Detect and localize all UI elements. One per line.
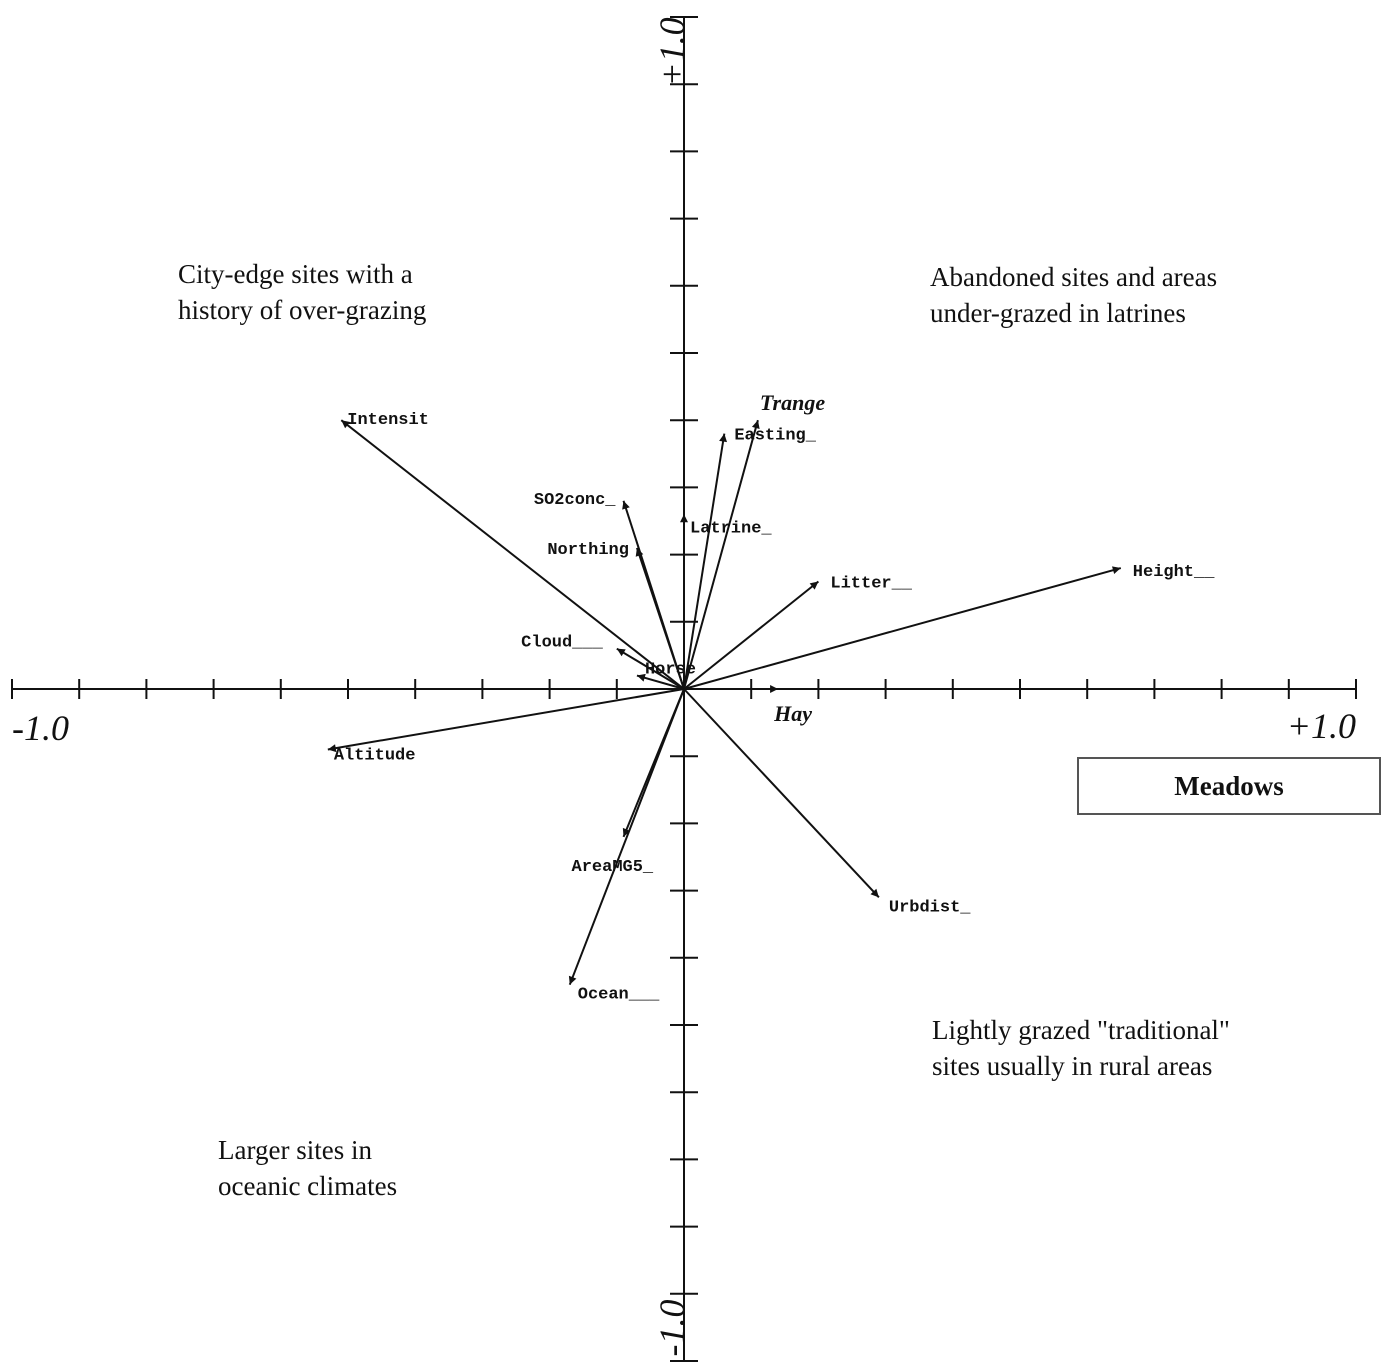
vector-head-trange xyxy=(751,420,760,429)
vector-northing xyxy=(636,547,685,690)
vector-head-hay xyxy=(770,685,779,693)
vector-head-so2conc xyxy=(622,500,630,510)
y-axis-max-label: +1.0 xyxy=(652,17,692,86)
quadrant-note-top-left: City-edge sites with a history of over-g… xyxy=(178,259,427,325)
vector-head-northing xyxy=(635,547,644,557)
vector-head-ocean xyxy=(568,975,577,985)
y-axis-min-label: -1.0 xyxy=(652,1300,692,1357)
vector-head-litter xyxy=(809,581,819,590)
vector-label-latrine: Latrine_ xyxy=(690,519,772,538)
quadrant-note-bottom-left: Larger sites in oceanic climates xyxy=(218,1135,398,1201)
quadrant-note-top-right: Abandoned sites and areas under-grazed i… xyxy=(930,262,1218,328)
vector-label-height: Height__ xyxy=(1133,563,1215,582)
vector-label-litter: Litter__ xyxy=(830,574,912,593)
vector-height xyxy=(683,567,1122,690)
vector-ocean xyxy=(568,688,685,986)
vector-altitude xyxy=(327,688,685,751)
vector-label-areamg5: AreaMG5_ xyxy=(572,858,654,877)
vector-head-horse xyxy=(636,673,646,682)
vector-trange xyxy=(683,419,759,690)
vector-label-ocean: Ocean___ xyxy=(578,986,660,1005)
x-axis-min-label: -1.0 xyxy=(12,708,69,748)
vector-head-height xyxy=(1112,566,1121,575)
vector-urbdist xyxy=(683,688,880,899)
vector-intensit xyxy=(340,419,685,690)
vector-head-intensit xyxy=(341,420,351,429)
vectors: Intensit SO2conc_ Northing Cloud___ Easting_… xyxy=(327,390,1215,1005)
vector-label-intensit: Intensit xyxy=(347,411,429,430)
vector-label-hay: Hay xyxy=(773,701,812,726)
vector-label-altitude: Altitude xyxy=(334,746,416,765)
quadrant-note-bottom-right: Lightly grazed "traditional" sites usual… xyxy=(932,1015,1230,1081)
vector-head-areamg5 xyxy=(622,827,631,837)
vector-label-easting: Easting_ xyxy=(734,427,816,446)
vector-head-cloud xyxy=(616,648,626,657)
vector-label-so2conc: SO2conc_ xyxy=(534,491,616,510)
vector-litter xyxy=(683,580,820,690)
vector-label-horse: Horse xyxy=(645,661,696,680)
vector-cloud xyxy=(616,647,685,690)
vector-easting xyxy=(683,433,726,690)
axis-labels: -1.0 +1.0 +1.0 -1.0 xyxy=(12,17,1356,1356)
vector-horse xyxy=(636,674,685,690)
vector-label-urbdist: Urbdist_ xyxy=(889,898,971,917)
vector-head-latrine xyxy=(680,514,688,523)
chart-title-box: Meadows xyxy=(1077,757,1381,815)
vector-label-northing: Northing xyxy=(547,541,629,560)
vector-label-cloud: Cloud___ xyxy=(521,634,603,653)
vector-head-urbdist xyxy=(870,888,879,898)
vector-label-trange: Trange xyxy=(760,390,825,415)
vector-head-altitude xyxy=(327,744,337,753)
vector-head-easting xyxy=(719,433,728,443)
x-axis-max-label: +1.0 xyxy=(1287,706,1356,746)
